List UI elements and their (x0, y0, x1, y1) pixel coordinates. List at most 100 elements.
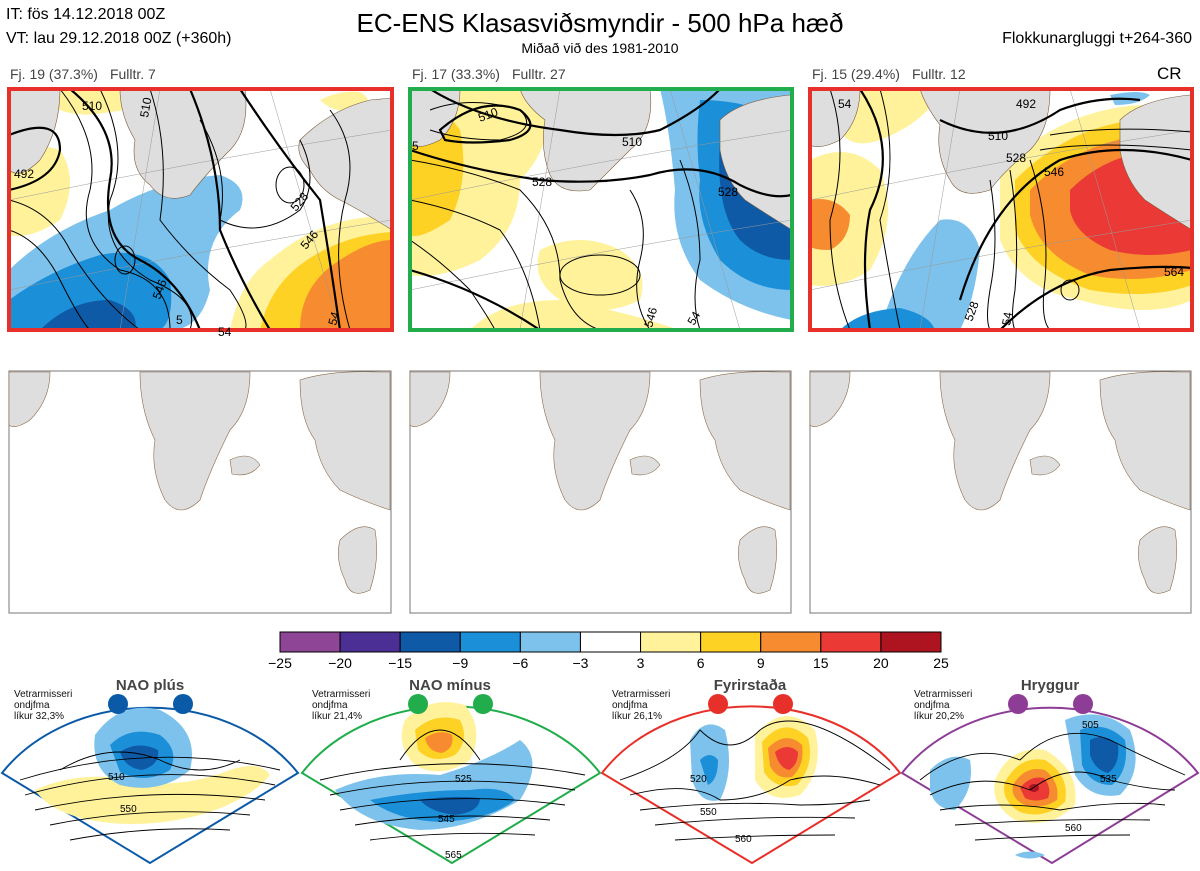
contour-label: 54 (999, 311, 1015, 327)
anomaly-negative-1c (40, 300, 136, 330)
regime-1-marker (108, 694, 128, 714)
contour-label: 505 (1082, 720, 1099, 731)
contour-label: 546 (150, 277, 170, 301)
colorbar-tick-label: −3 (572, 655, 588, 671)
contour-label: 54 (838, 97, 852, 111)
colorbar: −25 −20 −15 −9 −6 −3 3 6 9 15 20 25 (268, 631, 949, 671)
contour-label: 528 (718, 185, 738, 199)
contour-label: 565 (445, 850, 462, 861)
colorbar-tick-label: 20 (873, 655, 889, 671)
colorbar-tick-label: −20 (328, 655, 352, 671)
contour-label: 510 (622, 135, 642, 149)
cluster-1-map (7, 87, 394, 332)
contour-label: 546 (1044, 165, 1064, 179)
colorbar-tick-label: −15 (388, 655, 412, 671)
contour-label: 5 (176, 313, 183, 327)
regime-1-note: líkur 32,3% (14, 711, 64, 722)
regime-4-note: ondjfma (914, 700, 950, 711)
colorbar-bin (279, 631, 341, 653)
colorbar-bin (880, 631, 942, 653)
contour-label: 550 (120, 804, 137, 815)
cluster-3-members: Fj. 15 (29.4%) (812, 66, 900, 82)
greenland-land-3 (919, 89, 1051, 194)
contour-label: 560 (1065, 823, 1082, 834)
issue-time: IT: fös 14.12.2018 00Z (6, 6, 166, 23)
cluster-2-frame (408, 87, 794, 332)
colorbar-bin (640, 631, 702, 653)
regime-1-title: NAO plús (116, 677, 184, 694)
greenland-land-1 (119, 89, 247, 199)
colorbar-tick-label: −9 (452, 655, 468, 671)
cluster-1-representative: Fulltr. 7 (109, 66, 156, 82)
cluster-3-info: Fj. 15 (29.4%) Fulltr. 12 (812, 66, 966, 82)
valid-time: VT: lau 29.12.2018 00Z (+360h) (6, 30, 232, 47)
colorbar-bin (339, 631, 401, 653)
colorbar-tick-label: 6 (697, 655, 705, 671)
contour-label: 510 (108, 772, 125, 783)
regime-2-note: ondjfma (312, 700, 348, 711)
contour-label: 528 (532, 175, 552, 189)
contour-label: 535 (1100, 774, 1117, 785)
colorbar-bin (760, 631, 822, 653)
regime-3-title: Fyrirstaða (714, 677, 787, 694)
cluster-1-frame (7, 87, 394, 332)
contour-label: 510 (476, 105, 500, 125)
regime-4-marker (1008, 694, 1028, 714)
colorbar-tick-label: −25 (268, 655, 292, 671)
corner-code: CR (1157, 64, 1182, 83)
cluster-2-info: Fj. 17 (33.3%) Fulltr. 27 (412, 66, 566, 82)
contour-label: 528 (1006, 151, 1026, 165)
contour-label: 546 (641, 305, 660, 328)
anomaly-positive-1e (300, 240, 392, 330)
greenland-land-2 (519, 89, 652, 192)
regime-3-note: Vetrarmisseri (612, 689, 670, 700)
colorbar-bin (459, 631, 521, 653)
classification-window: Flokkunargluggi t+264-360 (1002, 30, 1192, 47)
colorbar-bin (579, 631, 642, 653)
regime-hryggur: 505 535 560 Hryggur Vetrarmisseri ondjfm… (900, 677, 1200, 865)
cluster-1-members: Fj. 19 (37.3%) (10, 66, 98, 82)
page-title: EC-ENS Klasasviðsmyndir - 500 hPa hæð (356, 8, 844, 38)
regime-4-marker (1073, 694, 1093, 714)
contour-label: 54 (684, 309, 703, 328)
contour-label: 510 (82, 99, 102, 113)
contour-label: 520 (690, 774, 707, 785)
anomaly-positive-2d (470, 300, 680, 330)
contour-label: 510 (137, 96, 154, 118)
regime-4-note: Vetrarmisseri (914, 689, 972, 700)
regime-3-note: ondjfma (612, 700, 648, 711)
cluster-3-representative: Fulltr. 12 (911, 66, 966, 82)
regime-3-sector (600, 705, 902, 865)
scandinavia-land-1 (298, 97, 392, 231)
contour-labels: 510 510 492 528 546 546 54 54 5 510 528 … (14, 96, 1184, 339)
anomaly-negative-3a (880, 219, 980, 330)
empty-map-3 (809, 370, 1192, 614)
regime-4-title: Hryggur (1021, 677, 1080, 694)
regime-nao-plus: 510 550 NAO plús Vetrarmisseri ondjfma l… (0, 677, 300, 865)
regime-2-marker (408, 694, 428, 714)
regime-2-note: líkur 21,4% (312, 711, 362, 722)
regime-1-note: ondjfma (14, 700, 50, 711)
cluster-2-map (408, 87, 794, 332)
colorbar-bin (700, 631, 762, 653)
regime-3-note: líkur 26,1% (612, 711, 662, 722)
cluster-3-map (808, 87, 1194, 332)
contour-label: 510 (988, 129, 1008, 143)
colorbar-bin (519, 631, 581, 653)
contour-label: 525 (455, 774, 472, 785)
regime-2-title: NAO mínus (409, 677, 491, 694)
empty-map-1 (8, 370, 392, 614)
contour-label: 545 (438, 814, 455, 825)
contour-label: 564 (1164, 265, 1184, 279)
contour-label: 528 (962, 299, 982, 323)
canada-land-1 (9, 89, 61, 174)
regime-2-note: Vetrarmisseri (312, 689, 370, 700)
empty-map-2 (409, 370, 792, 614)
regime-2-marker (473, 694, 493, 714)
colorbar-bin (820, 631, 882, 653)
contour-label: 492 (1016, 97, 1036, 111)
cluster-2-members: Fj. 17 (33.3%) (412, 66, 500, 82)
anomaly-negative-3b (840, 308, 935, 330)
cluster-1-info: Fj. 19 (37.3%) Fulltr. 7 (10, 66, 156, 82)
